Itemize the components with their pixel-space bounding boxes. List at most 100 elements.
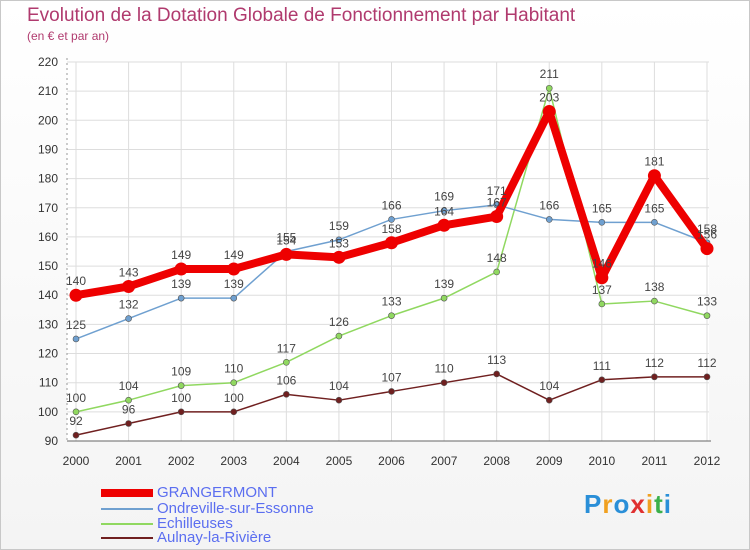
proxiti-logo: Proxiti xyxy=(584,489,672,520)
legend-swatch-ondreville xyxy=(101,508,153,510)
data-label-echilleuses: 109 xyxy=(171,365,191,379)
x-tick-label: 2012 xyxy=(694,454,721,468)
y-tick-label: 130 xyxy=(38,317,58,331)
data-label-aulnay: 100 xyxy=(171,391,191,405)
y-tick-label: 120 xyxy=(38,347,58,361)
data-label-grangermont: 154 xyxy=(276,233,296,247)
y-tick-label: 90 xyxy=(45,434,59,448)
data-point-grangermont xyxy=(700,242,714,256)
x-tick-label: 2006 xyxy=(378,454,405,468)
chart-title: Evolution de la Dotation Globale de Fonc… xyxy=(27,5,576,26)
data-point-grangermont xyxy=(69,288,83,302)
legend-label-aulnay: Aulnay-la-Rivière xyxy=(157,529,272,546)
legend-label-ondreville: Ondreville-sur-Essonne xyxy=(157,500,314,517)
data-point-echilleuses xyxy=(125,396,132,404)
data-point-ondreville xyxy=(177,294,185,302)
data-label-aulnay: 107 xyxy=(381,370,401,384)
x-tick-label: 2008 xyxy=(483,454,510,468)
data-point-aulnay xyxy=(493,370,500,378)
data-label-grangermont: 146 xyxy=(592,257,612,271)
data-point-grangermont xyxy=(385,236,398,250)
data-label-grangermont: 158 xyxy=(381,222,401,236)
data-point-echilleuses xyxy=(703,312,711,319)
logo-letter: r xyxy=(602,489,614,519)
data-label-grangermont: 143 xyxy=(119,265,139,279)
data-label-aulnay: 92 xyxy=(69,414,83,428)
x-tick-label: 2001 xyxy=(115,454,142,468)
logo-letter: i xyxy=(645,489,655,519)
data-label-echilleuses: 133 xyxy=(697,295,717,309)
data-point-ondreville xyxy=(651,219,658,226)
data-label-grangermont: 167 xyxy=(487,196,507,210)
legend-label-grangermont: GRANGERMONT xyxy=(157,484,277,501)
data-point-echilleuses xyxy=(493,268,500,276)
data-label-ondreville: 132 xyxy=(119,298,139,312)
data-point-ondreville xyxy=(125,315,132,322)
logo-letter: o xyxy=(613,489,631,519)
data-label-ondreville: 155 xyxy=(276,231,296,245)
data-point-aulnay xyxy=(440,379,448,386)
data-point-aulnay xyxy=(598,376,606,384)
y-tick-label: 210 xyxy=(38,84,58,98)
legend-label-echilleuses: Echilleuses xyxy=(157,515,233,532)
data-point-echilleuses xyxy=(72,408,80,416)
y-tick-label: 160 xyxy=(38,230,58,244)
data-label-ondreville: 159 xyxy=(329,219,349,233)
data-point-grangermont xyxy=(542,105,556,119)
data-point-echilleuses xyxy=(230,379,238,386)
data-label-aulnay: 111 xyxy=(593,359,612,373)
data-label-echilleuses: 110 xyxy=(224,362,243,376)
y-tick-label: 180 xyxy=(38,172,58,186)
data-label-ondreville: 166 xyxy=(381,198,401,212)
data-label-echilleuses: 138 xyxy=(644,280,664,294)
data-label-echilleuses: 126 xyxy=(329,315,349,329)
data-point-echilleuses xyxy=(283,358,290,366)
y-tick-label: 150 xyxy=(38,259,58,273)
data-label-aulnay: 112 xyxy=(645,356,664,370)
data-point-echilleuses xyxy=(651,297,658,305)
chart-subtitle: (en € et par an) xyxy=(27,29,110,43)
data-point-ondreville xyxy=(230,294,238,302)
data-point-grangermont xyxy=(647,169,661,183)
data-label-aulnay: 113 xyxy=(487,353,506,367)
y-tick-label: 110 xyxy=(39,376,58,390)
x-tick-label: 2011 xyxy=(642,454,668,468)
data-label-ondreville: 171 xyxy=(487,184,507,198)
data-point-grangermont xyxy=(437,218,451,232)
legend-swatch-aulnay xyxy=(101,537,153,539)
data-point-aulnay xyxy=(335,396,343,404)
data-label-ondreville: 165 xyxy=(592,201,612,215)
x-tick-label: 2000 xyxy=(63,454,90,468)
data-label-echilleuses: 139 xyxy=(434,277,454,291)
data-point-grangermont xyxy=(595,271,609,285)
data-point-ondreville xyxy=(72,335,80,343)
data-point-echilleuses xyxy=(388,312,395,319)
data-label-echilleuses: 148 xyxy=(487,251,507,265)
y-tick-label: 190 xyxy=(38,142,58,156)
data-label-aulnay: 96 xyxy=(122,403,136,417)
data-point-echilleuses xyxy=(440,294,448,302)
data-label-aulnay: 100 xyxy=(224,391,244,405)
data-point-aulnay xyxy=(545,396,553,404)
data-label-grangermont: 149 xyxy=(224,248,244,262)
data-label-aulnay: 106 xyxy=(276,373,296,387)
data-label-aulnay: 104 xyxy=(539,379,559,393)
data-point-ondreville xyxy=(388,216,395,223)
x-tick-label: 2010 xyxy=(588,454,615,468)
y-tick-label: 170 xyxy=(38,201,58,215)
data-point-echilleuses xyxy=(177,382,185,389)
data-label-echilleuses: 137 xyxy=(592,283,612,297)
data-point-grangermont xyxy=(174,262,188,276)
data-point-grangermont xyxy=(227,262,241,276)
data-point-echilleuses xyxy=(335,332,343,340)
x-tick-label: 2009 xyxy=(536,454,563,468)
data-label-grangermont: 181 xyxy=(644,155,664,169)
data-label-grangermont: 203 xyxy=(539,91,559,105)
data-label-echilleuses: 211 xyxy=(540,67,559,81)
x-tick-label: 2003 xyxy=(220,454,247,468)
data-label-ondreville: 166 xyxy=(539,198,559,212)
logo-letter: P xyxy=(584,489,603,519)
data-point-ondreville xyxy=(598,219,606,226)
data-label-grangermont: 156 xyxy=(697,228,717,242)
y-tick-label: 220 xyxy=(38,55,58,69)
